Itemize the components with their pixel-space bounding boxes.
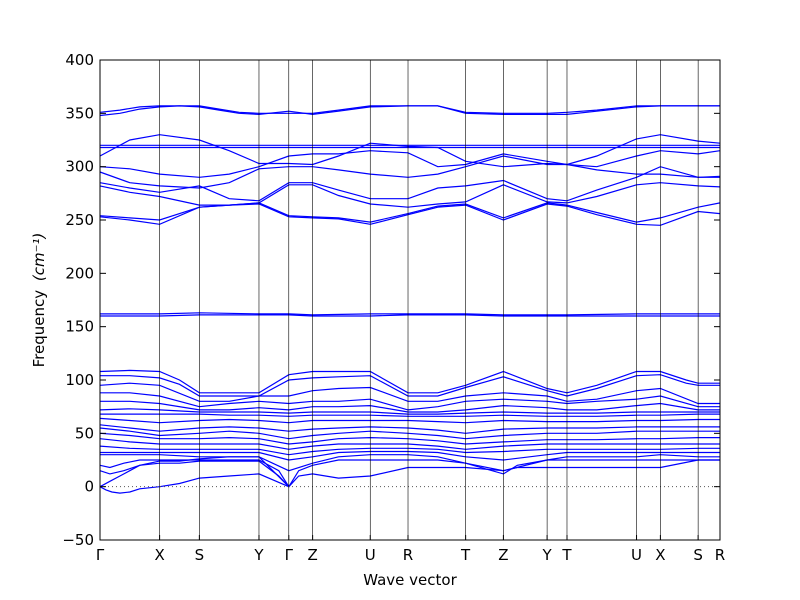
x-tick-label: U	[365, 546, 376, 564]
y-tick-label: 50	[75, 424, 94, 442]
y-tick-label: 100	[65, 371, 94, 389]
x-tick-label: X	[655, 546, 665, 564]
y-axis-label-unit: (cm⁻¹)	[30, 233, 48, 282]
y-tick-label: 200	[65, 264, 94, 282]
x-tick-label: T	[561, 546, 572, 564]
plot-frame	[99, 59, 721, 541]
x-tick-label: Γ	[285, 546, 294, 564]
y-tick-label: 150	[65, 318, 94, 336]
x-tick-label: Γ	[96, 546, 105, 564]
y-tick-label: 0	[84, 478, 94, 496]
x-tick-label: Z	[307, 546, 317, 564]
x-tick-label: U	[631, 546, 642, 564]
x-tick-label: R	[715, 546, 725, 564]
band-line	[99, 105, 720, 117]
x-tick-label: T	[460, 546, 471, 564]
x-tick-label: R	[403, 546, 413, 564]
x-tick-label: S	[693, 546, 703, 564]
y-tick-label: 250	[65, 211, 94, 229]
x-tick-label: Z	[498, 546, 508, 564]
y-axis-ticks: −50 0 50 100 150 200 250 300 350 400	[62, 51, 720, 549]
x-tick-label: Y	[253, 546, 264, 564]
y-tick-label: 300	[65, 158, 94, 176]
y-tick-label: −50	[62, 531, 94, 549]
x-axis-label: Wave vector	[363, 571, 457, 589]
band-line	[99, 459, 720, 488]
band-line	[99, 459, 720, 488]
x-tick-label: X	[154, 546, 164, 564]
y-axis-label: Frequency (cm⁻¹)	[30, 233, 48, 368]
y-tick-label: 350	[65, 104, 94, 122]
x-tick-label: Y	[542, 546, 553, 564]
y-tick-label: 400	[65, 51, 94, 69]
band-line	[99, 473, 290, 494]
y-axis-label-text: Frequency	[30, 290, 48, 368]
x-tick-label: S	[195, 546, 205, 564]
